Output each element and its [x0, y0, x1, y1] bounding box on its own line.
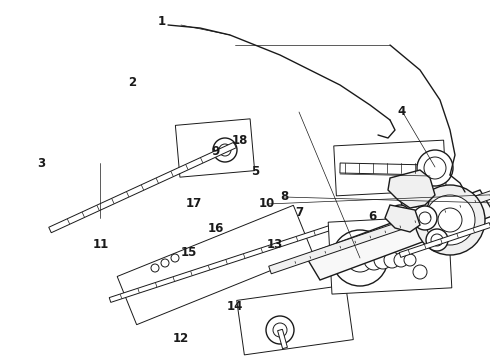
Circle shape — [426, 229, 448, 251]
Text: 4: 4 — [398, 105, 406, 118]
Polygon shape — [237, 285, 353, 355]
Circle shape — [390, 205, 410, 225]
Circle shape — [364, 250, 384, 270]
Circle shape — [346, 244, 374, 272]
Circle shape — [395, 210, 405, 220]
Polygon shape — [109, 226, 331, 302]
Text: 3: 3 — [38, 157, 46, 170]
Circle shape — [219, 144, 231, 156]
Polygon shape — [175, 119, 255, 177]
Text: 11: 11 — [92, 238, 109, 251]
Text: 1: 1 — [158, 15, 166, 28]
Circle shape — [273, 323, 287, 337]
Polygon shape — [388, 170, 435, 208]
Text: 17: 17 — [185, 197, 202, 210]
Polygon shape — [385, 205, 420, 232]
Circle shape — [413, 265, 427, 279]
Text: 7: 7 — [295, 206, 303, 219]
Text: 13: 13 — [266, 238, 283, 251]
Polygon shape — [340, 163, 430, 175]
Circle shape — [438, 208, 462, 232]
Circle shape — [415, 185, 485, 255]
Polygon shape — [328, 216, 452, 294]
Circle shape — [394, 253, 408, 267]
Polygon shape — [49, 142, 236, 233]
Polygon shape — [278, 329, 288, 349]
Polygon shape — [117, 205, 313, 325]
Polygon shape — [399, 222, 490, 257]
Circle shape — [332, 230, 388, 286]
Circle shape — [151, 264, 159, 272]
Polygon shape — [334, 140, 446, 196]
Circle shape — [408, 193, 422, 207]
Circle shape — [266, 316, 294, 344]
Circle shape — [424, 157, 446, 179]
Text: 12: 12 — [173, 332, 190, 345]
Circle shape — [404, 254, 416, 266]
Text: 15: 15 — [180, 246, 197, 258]
Circle shape — [419, 212, 431, 224]
Circle shape — [431, 234, 443, 246]
Circle shape — [374, 251, 392, 269]
Text: 10: 10 — [259, 197, 275, 210]
Polygon shape — [305, 190, 490, 280]
Circle shape — [384, 252, 400, 268]
Circle shape — [171, 254, 179, 262]
Circle shape — [425, 195, 475, 245]
Circle shape — [417, 150, 453, 186]
Text: 2: 2 — [128, 76, 136, 89]
Polygon shape — [269, 181, 490, 274]
Text: 16: 16 — [207, 222, 224, 235]
Text: 9: 9 — [212, 145, 220, 158]
Text: 8: 8 — [280, 190, 288, 203]
Text: 5: 5 — [251, 165, 259, 177]
Circle shape — [413, 206, 437, 230]
Circle shape — [161, 259, 169, 267]
Text: 18: 18 — [232, 134, 248, 147]
Circle shape — [213, 138, 237, 162]
Text: 14: 14 — [227, 300, 244, 312]
Text: 6: 6 — [368, 210, 376, 222]
Circle shape — [401, 186, 429, 214]
